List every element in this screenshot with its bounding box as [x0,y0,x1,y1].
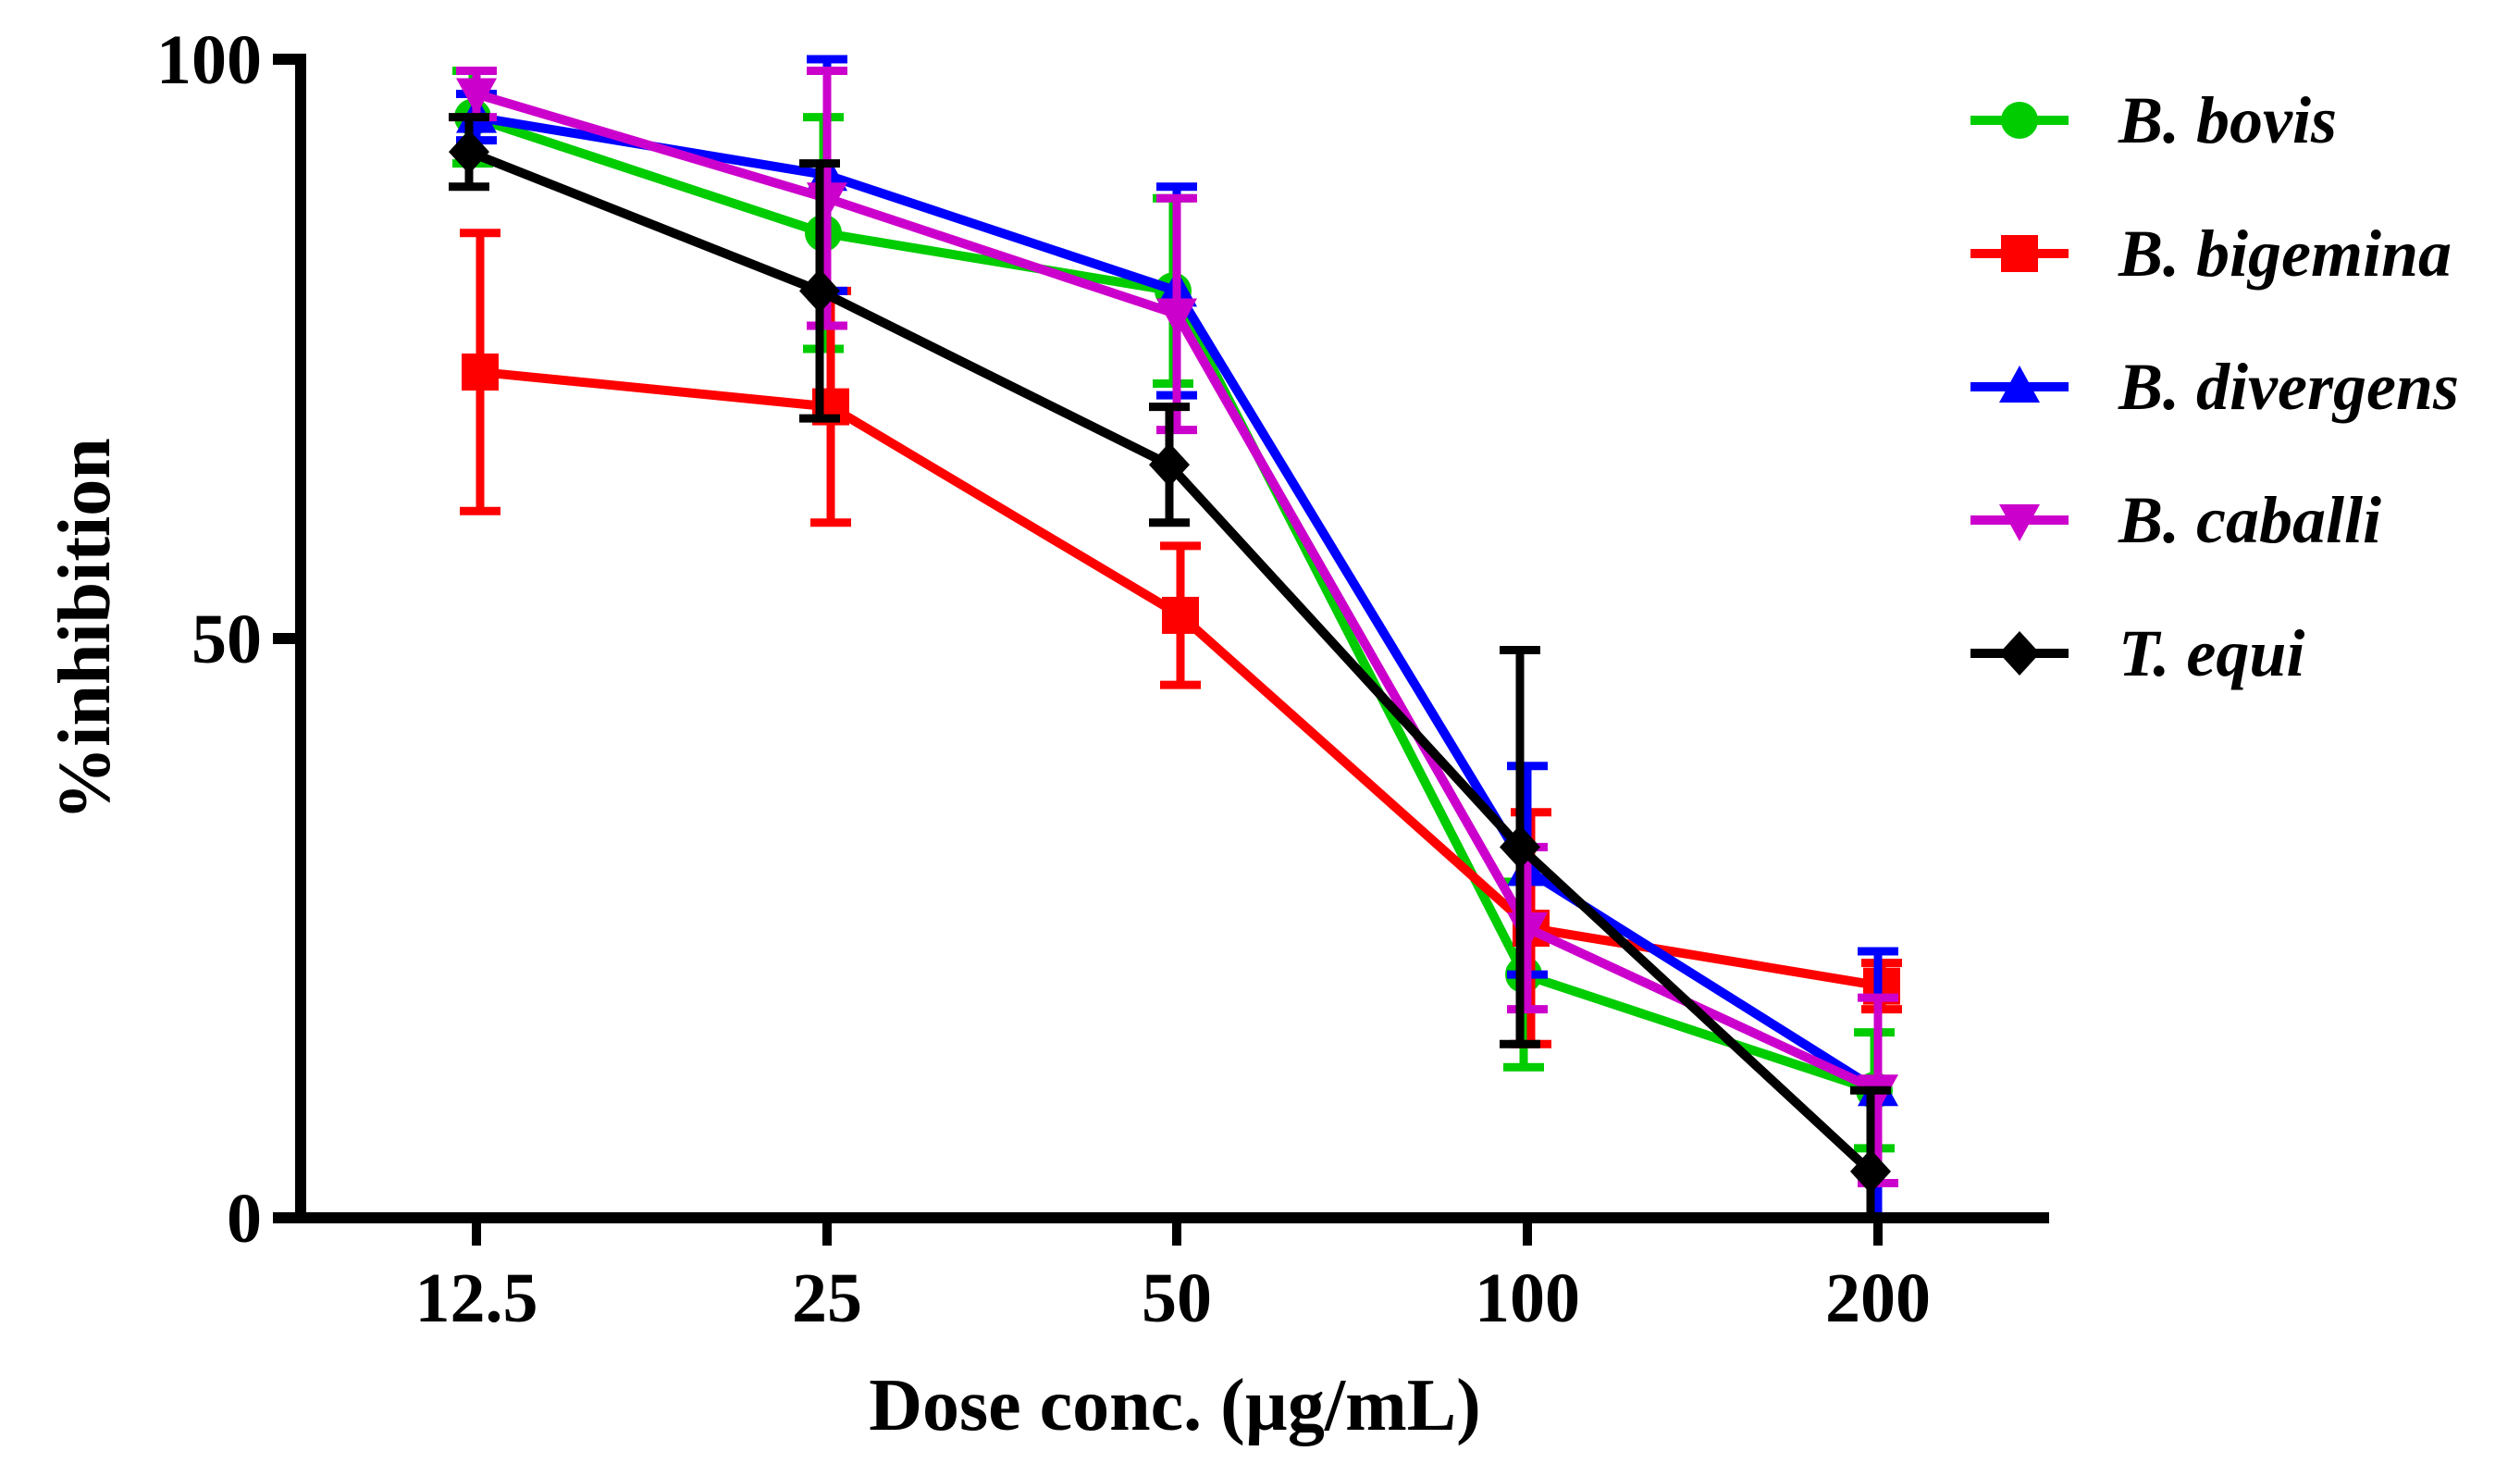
x-axis-title: Dose conc. (µg/mL) [869,1365,1481,1446]
series-layer [449,55,1902,1222]
legend-item: B. bigemina [1970,217,2452,291]
x-tick-label: 50 [1142,1259,1212,1337]
data-point [1500,825,1540,870]
legend-item: B. caballi [1970,483,2381,557]
data-point [462,353,499,391]
ticks: 0 50 100 12.5 25 50 100 200 [156,21,1931,1337]
legend-label: B. bigemina [2118,217,2452,291]
data-point [449,130,489,175]
legend-label: B. divergens [2118,350,2459,424]
data-point [799,268,840,314]
x-tick-label: 12.5 [415,1259,538,1337]
y-tick-label: 100 [156,21,262,99]
legend-item: T. equi [1970,616,2304,690]
y-axis-title: %inhibition [44,438,126,821]
legend-label: B. bovis [2118,83,2337,157]
data-point [456,78,497,116]
legend-label: T. equi [2119,616,2304,690]
legend-marker [2001,102,2038,139]
legend-marker [1999,504,2040,541]
data-point [1156,298,1197,336]
y-tick-label: 0 [227,1180,262,1258]
x-tick-label: 25 [792,1259,862,1337]
x-tick-label: 200 [1825,1259,1931,1337]
legend-item: B. divergens [1970,350,2459,424]
data-point [1850,1148,1891,1194]
legend-marker [1999,631,2040,676]
y-tick-label: 50 [191,601,262,678]
legend-marker [2001,235,2038,272]
legend: B. bovis B. bigemina B. divergens B. caball… [1970,83,2459,690]
legend-item: B. bovis [1970,83,2337,157]
legend-marker [1999,366,2040,403]
data-point [1149,442,1190,488]
x-tick-label: 100 [1475,1259,1580,1337]
legend-label: B. caballi [2118,483,2381,557]
data-point [1162,596,1199,634]
series-t-equi [449,113,1891,1222]
